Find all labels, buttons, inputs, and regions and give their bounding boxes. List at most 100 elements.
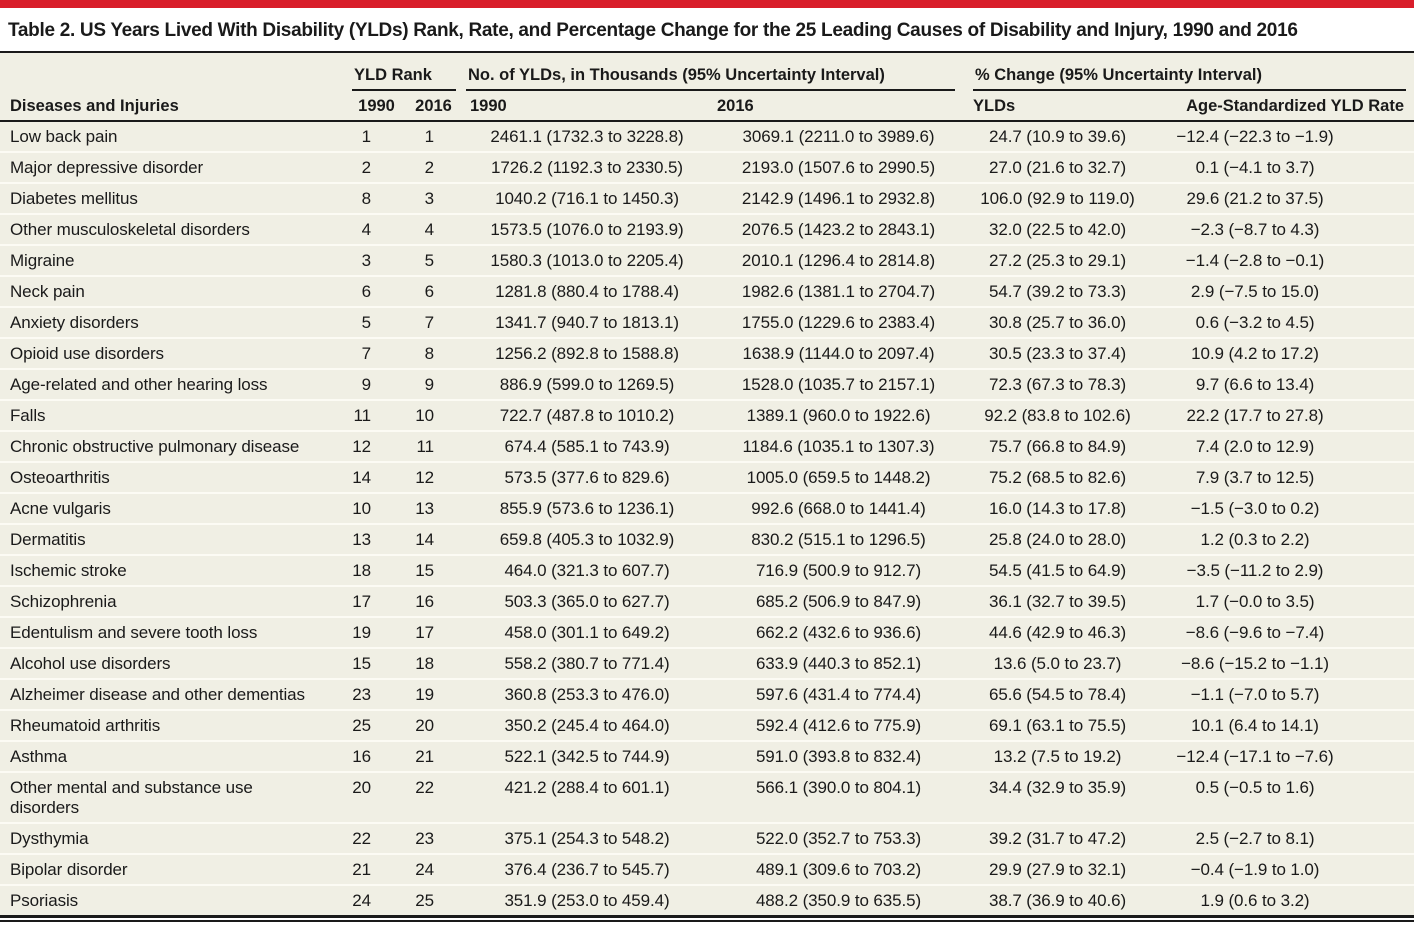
table-row: Asthma 16 21 522.1 (342.5 to 744.9) 591.… — [0, 740, 1414, 771]
table-row: Low back pain 1 1 2461.1 (1732.3 to 3228… — [0, 122, 1414, 151]
pct-change-ylds: 36.1 (32.7 to 39.5) — [988, 592, 1127, 611]
disease-name: Anxiety disorders — [10, 313, 139, 332]
pct-change-ylds: 30.8 (25.7 to 36.0) — [988, 313, 1127, 332]
disease-name: Alzheimer disease and other dementias — [10, 685, 305, 704]
pct-change-age-standardized-yld-rate: −12.4 (−22.3 to −1.9) — [1176, 127, 1334, 146]
table-header: YLD Rank No. of YLDs, in Thousands (95% … — [0, 53, 1414, 122]
pct-change-ylds: 27.0 (21.6 to 32.7) — [988, 158, 1127, 177]
table-row: Major depressive disorder 2 2 1726.2 (11… — [0, 151, 1414, 182]
yld-rank-2016: 16 — [415, 592, 434, 611]
disease-name: Alcohol use disorders — [10, 654, 171, 673]
ylds-thousands-2016: 685.2 (506.9 to 847.9) — [755, 592, 922, 611]
ylds-thousands-1990: 855.9 (573.6 to 1236.1) — [499, 499, 675, 518]
yld-rank-2016: 4 — [424, 220, 434, 239]
ylds-thousands-2016: 1528.0 (1035.7 to 2157.1) — [741, 375, 936, 394]
pct-change-ylds: 24.7 (10.9 to 39.6) — [988, 127, 1127, 146]
pct-change-age-standardized-yld-rate: 1.7 (−0.0 to 3.5) — [1195, 592, 1315, 611]
yld-rank-2016: 19 — [415, 685, 434, 704]
disease-name: Dermatitis — [10, 530, 86, 549]
table-row: Alzheimer disease and other dementias 23… — [0, 678, 1414, 709]
ylds-thousands-2016: 1005.0 (659.5 to 1448.2) — [746, 468, 931, 487]
yld-rank-2016: 9 — [424, 375, 434, 394]
yld-rank-2016: 17 — [415, 623, 434, 642]
table-row: Chronic obstructive pulmonary disease 12… — [0, 430, 1414, 461]
disease-name: Neck pain — [10, 282, 85, 301]
ylds-thousands-1990: 464.0 (321.3 to 607.7) — [504, 561, 670, 580]
table-row: Opioid use disorders 7 8 1256.2 (892.8 t… — [0, 337, 1414, 368]
table-row: Other mental and substance use disorders… — [0, 771, 1414, 822]
pct-change-age-standardized-yld-rate: −1.1 (−7.0 to 5.7) — [1190, 685, 1320, 704]
column-group-yld-rank: YLD Rank — [352, 65, 456, 91]
ylds-thousands-2016: 1638.9 (1144.0 to 2097.4) — [742, 344, 935, 363]
table-row: Edentulism and severe tooth loss 19 17 4… — [0, 616, 1414, 647]
yld-rank-1990: 17 — [352, 592, 371, 611]
ylds-thousands-1990: 1573.5 (1076.0 to 2193.9) — [490, 220, 684, 239]
column-group-pct-change: % Change (95% Uncertainty Interval) — [973, 65, 1406, 91]
ylds-thousands-1990: 659.8 (405.3 to 1032.9) — [499, 530, 675, 549]
pct-change-ylds: 16.0 (14.3 to 17.8) — [988, 499, 1127, 518]
pct-change-ylds: 92.2 (83.8 to 102.6) — [984, 406, 1131, 425]
yld-rank-1990: 25 — [352, 716, 371, 735]
yld-rank-2016: 15 — [415, 561, 434, 580]
table-row: Falls 11 10 722.7 (487.8 to 1010.2) 1389… — [0, 399, 1414, 430]
ylds-thousands-2016: 1389.1 (960.0 to 1922.6) — [746, 406, 931, 425]
yld-rank-2016: 14 — [415, 530, 434, 549]
ylds-thousands-1990: 1281.8 (880.4 to 1788.4) — [495, 282, 679, 301]
yld-rank-2016: 6 — [424, 282, 434, 301]
pct-change-ylds: 54.5 (41.5 to 64.9) — [988, 561, 1127, 580]
yld-rank-2016: 18 — [415, 654, 434, 673]
table-row: Schizophrenia 17 16 503.3 (365.0 to 627.… — [0, 585, 1414, 616]
ylds-thousands-2016: 716.9 (500.9 to 912.7) — [755, 561, 922, 580]
table-row: Rheumatoid arthritis 25 20 350.2 (245.4 … — [0, 709, 1414, 740]
ylds-thousands-2016: 592.4 (412.6 to 775.9) — [755, 716, 922, 735]
yld-rank-1990: 21 — [352, 860, 371, 879]
yld-rank-1990: 19 — [352, 623, 371, 642]
disease-name: Opioid use disorders — [10, 344, 164, 363]
pct-change-ylds: 27.2 (25.3 to 29.1) — [988, 251, 1127, 270]
ylds-thousands-2016: 566.1 (390.0 to 804.1) — [755, 778, 922, 797]
yld-rank-2016: 1 — [424, 127, 434, 146]
pct-change-age-standardized-yld-rate: −3.5 (−11.2 to 2.9) — [1186, 561, 1324, 580]
pct-change-age-standardized-yld-rate: 2.5 (−2.7 to 8.1) — [1195, 829, 1315, 848]
yld-rank-1990: 3 — [361, 251, 371, 270]
journal-accent-bar — [0, 0, 1414, 8]
table-row: Ischemic stroke 18 15 464.0 (321.3 to 60… — [0, 554, 1414, 585]
pct-change-ylds: 69.1 (63.1 to 75.5) — [988, 716, 1127, 735]
ylds-thousands-2016: 830.2 (515.1 to 1296.5) — [751, 530, 926, 549]
ylds-thousands-2016: 2193.0 (1507.6 to 2990.5) — [741, 158, 936, 177]
ylds-thousands-2016: 522.0 (352.7 to 753.3) — [755, 829, 922, 848]
table-title-block: Table 2. US Years Lived With Disability … — [0, 8, 1414, 53]
pct-change-age-standardized-yld-rate: 1.2 (0.3 to 2.2) — [1200, 530, 1310, 549]
ylds-thousands-1990: 722.7 (487.8 to 1010.2) — [499, 406, 675, 425]
ylds-thousands-1990: 1726.2 (1192.3 to 2330.5) — [491, 158, 683, 177]
disease-name: Falls — [10, 406, 46, 425]
ylds-thousands-1990: 458.0 (301.1 to 649.2) — [504, 623, 670, 642]
bottom-rule-thick — [0, 915, 1414, 918]
yld-rank-1990: 12 — [352, 437, 371, 456]
pct-change-ylds: 75.7 (66.8 to 84.9) — [988, 437, 1127, 456]
pct-change-age-standardized-yld-rate: −1.4 (−2.8 to −0.1) — [1185, 251, 1325, 270]
yld-rank-1990: 14 — [352, 468, 371, 487]
ylds-thousands-1990: 503.3 (365.0 to 627.7) — [504, 592, 670, 611]
ylds-thousands-2016: 633.9 (440.3 to 852.1) — [755, 654, 922, 673]
pct-change-ylds: 29.9 (27.9 to 32.1) — [988, 860, 1127, 879]
ylds-thousands-2016: 1982.6 (1381.1 to 2704.7) — [741, 282, 936, 301]
yld-rank-1990: 1 — [361, 127, 371, 146]
disease-name: Acne vulgaris — [10, 499, 111, 518]
ylds-thousands-1990: 351.9 (253.0 to 459.4) — [504, 891, 670, 910]
pct-change-ylds: 54.7 (39.2 to 73.3) — [988, 282, 1127, 301]
ylds-thousands-1990: 1341.7 (940.7 to 1813.1) — [495, 313, 679, 332]
ylds-thousands-1990: 360.8 (253.3 to 476.0) — [504, 685, 670, 704]
ylds-thousands-2016: 2142.9 (1496.1 to 2932.8) — [741, 189, 936, 208]
pct-change-ylds: 106.0 (92.9 to 119.0) — [980, 189, 1135, 208]
yld-rank-2016: 8 — [424, 344, 434, 363]
yld-rank-2016: 25 — [415, 891, 434, 910]
column-header-ylds-1990: 1990 — [470, 97, 507, 115]
ylds-thousands-2016: 1755.0 (1229.6 to 2383.4) — [741, 313, 936, 332]
yld-rank-2016: 5 — [424, 251, 434, 270]
disease-name: Age-related and other hearing loss — [10, 375, 268, 394]
bottom-rule-gap — [0, 918, 1414, 920]
column-header-diseases: Diseases and Injuries — [10, 97, 179, 115]
pct-change-ylds: 30.5 (23.3 to 37.4) — [988, 344, 1127, 363]
column-header-pct-ylds: YLDs — [973, 97, 1016, 115]
